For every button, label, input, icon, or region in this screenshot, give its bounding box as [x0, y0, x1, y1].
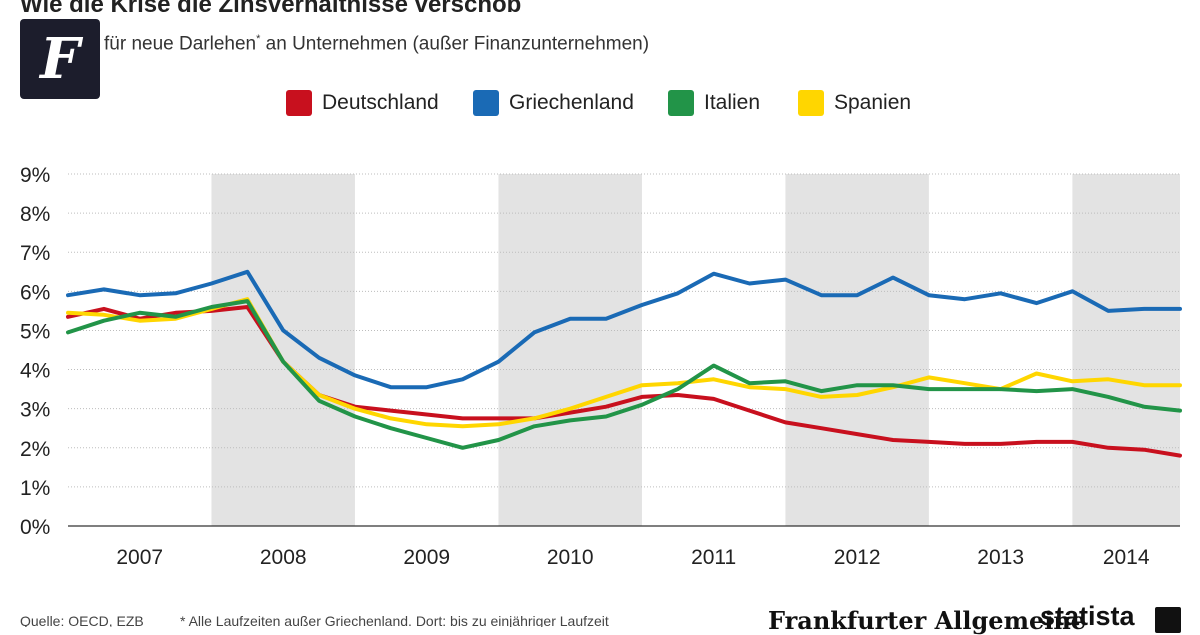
y-tick-label: 5%: [20, 320, 50, 343]
legend-item-deutschland: Deutschland: [286, 88, 439, 118]
year-band-2014: [1072, 174, 1180, 526]
chart-legend: Deutschland Griechenland Italien Spanien: [0, 88, 1200, 118]
statista-icon: [1155, 607, 1181, 633]
legend-label-deutschland: Deutschland: [322, 91, 439, 114]
legend-swatch-spanien: [798, 90, 824, 116]
faz-logo-letter: F: [40, 26, 80, 92]
legend-item-spanien: Spanien: [798, 88, 911, 118]
year-band-2012: [785, 174, 929, 526]
y-tick-label: 3%: [20, 399, 50, 422]
legend-swatch-griechenland: [473, 90, 499, 116]
y-tick-label: 9%: [20, 164, 50, 187]
y-tick-label: 4%: [20, 360, 50, 383]
legend-swatch-deutschland: [286, 90, 312, 116]
x-tick-label-2010: 2010: [547, 546, 594, 569]
x-tick-label-2007: 2007: [116, 546, 163, 569]
year-band-2008: [211, 174, 355, 526]
y-tick-label: 1%: [20, 477, 50, 500]
y-tick-label: 2%: [20, 438, 50, 461]
subtitle-main: für neue Darlehen: [104, 33, 257, 55]
x-tick-label-2009: 2009: [403, 546, 450, 569]
brand-faz-wordmark: Frankfurter Allgemeine: [768, 606, 1087, 635]
year-band-2010: [498, 174, 642, 526]
subtitle-footnote-mark: *: [256, 33, 261, 45]
footer-note: * Alle Laufzeiten außer Griechenland. Do…: [180, 613, 609, 627]
series-line-griechenland: [66, 269, 1182, 390]
subtitle-rest: an Unternehmen (außer Finanzunternehmen): [260, 33, 650, 55]
chart-title: Wie die Krise die Zinsverhältnisse versc…: [20, 0, 522, 18]
y-tick-label: 6%: [20, 281, 50, 304]
x-tick-label-2011: 2011: [691, 546, 736, 569]
legend-label-spanien: Spanien: [834, 91, 912, 114]
chart-subtitle: für neue Darlehen* an Unternehmen (außer…: [104, 33, 649, 55]
series-line-italien: [66, 299, 1182, 450]
series-line-deutschland: [66, 305, 1182, 458]
faz-logo: F: [20, 19, 100, 99]
footer: Quelle: OECD, EZB * Alle Laufzeiten auße…: [20, 607, 1200, 627]
legend-label-italien: Italien: [704, 91, 761, 114]
footer-source: Quelle: OECD, EZB: [20, 613, 144, 627]
legend-swatch-italien: [668, 90, 694, 116]
x-tick-label-2014: 2014: [1103, 546, 1150, 569]
x-tick-label-2008: 2008: [260, 546, 307, 569]
legend-item-griechenland: Griechenland: [473, 88, 634, 118]
legend-label-griechenland: Griechenland: [509, 91, 634, 114]
x-tick-label-2013: 2013: [977, 546, 1024, 569]
y-tick-label: 7%: [20, 242, 50, 265]
legend-item-italien: Italien: [668, 88, 760, 118]
x-tick-label-2012: 2012: [834, 546, 881, 569]
brand-statista-wordmark: statista: [1040, 601, 1135, 631]
y-tick-label: 0%: [20, 516, 50, 539]
y-tick-label: 8%: [20, 203, 50, 226]
